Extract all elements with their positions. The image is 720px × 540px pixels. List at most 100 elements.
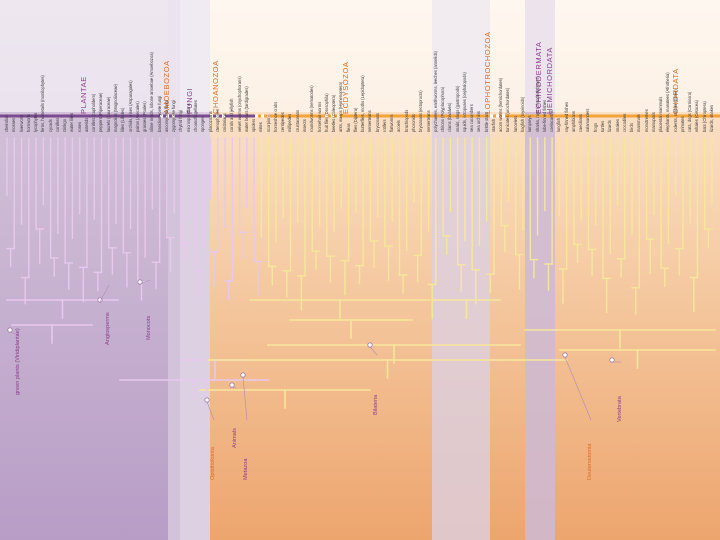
- taxon-label: sea cucumbers: [469, 104, 475, 132]
- taxon-label: turtles: [599, 120, 605, 132]
- taxon-label: basidiomycete fungi: [156, 95, 162, 132]
- taxon-label: butterflies, moths (Lepidoptera): [360, 75, 366, 132]
- taxon-label: conifers: [54, 117, 60, 132]
- taxon-label: grasses (Poales): [142, 101, 148, 132]
- taxon-label: chytrid fungi: [178, 109, 184, 132]
- clade-leader: [369, 346, 378, 356]
- taxon-label: salamanders: [585, 108, 591, 132]
- taxon-label: crustaceans: [294, 109, 300, 132]
- taxon-label: whales (Cetacea): [694, 100, 700, 132]
- group-label-lophotrochozoa: LOPHOTROCHOZOA: [483, 31, 492, 114]
- taxon-label: rotifers: [381, 119, 387, 132]
- taxon-label: mites: [258, 122, 264, 132]
- taxon-label: mosses: [11, 117, 17, 132]
- clade-label: Angiosperms: [105, 312, 111, 345]
- taxon-label: liverworts: [18, 114, 24, 132]
- taxon-label: snakes: [614, 119, 620, 132]
- clade-label: Opisthokonta: [210, 447, 216, 480]
- taxon-label: lycophytes: [33, 112, 39, 132]
- clade-leader: [99, 284, 110, 303]
- taxon-label: hagfish (myxinoids): [520, 96, 526, 132]
- taxon-label: marsupials: [650, 112, 656, 132]
- taxon-label: phoronids: [411, 114, 416, 132]
- taxon-label: lampreys: [527, 115, 533, 132]
- clade-leader: [139, 279, 151, 285]
- taxon-label: ctenophores: [214, 109, 220, 132]
- taxon-label: lizards, snakes: [709, 104, 714, 132]
- taxon-label: ferns, horsetails (monilophytes): [40, 75, 46, 132]
- taxon-label: beetles (Coleoptera): [331, 94, 337, 132]
- clade-leader: [242, 376, 248, 421]
- taxon-label: nemerteans: [425, 110, 431, 132]
- taxon-label: ray-finned fishes: [563, 101, 569, 132]
- taxon-label: flatworms: [389, 114, 395, 132]
- taxon-label: lobe-finned fishes: [541, 99, 547, 132]
- taxon-label: sea urchins: [476, 111, 482, 132]
- taxon-label: birds: [629, 123, 635, 132]
- taxon-label: cycads: [47, 119, 53, 132]
- clade-label: Bilateria: [373, 394, 379, 415]
- taxon-label: cnidarians: [222, 113, 228, 132]
- taxon-label: hornworts: [25, 114, 31, 132]
- taxon-label: snails, slugs (gastropods): [454, 85, 460, 132]
- clade-label: Deuterostomia: [587, 443, 593, 480]
- taxon-label: polychaetes, earthworms, leeches (anneli…: [432, 50, 438, 132]
- taxon-label: horsehair worms: [316, 101, 322, 132]
- taxon-label: starfish: [490, 118, 496, 132]
- taxon-label: crocodiles: [621, 113, 627, 132]
- taxon-label: microsporidians: [185, 103, 191, 132]
- taxon-label: frogs: [592, 122, 598, 132]
- taxon-label: horseshoe crabs: [272, 101, 278, 132]
- taxon-label: asterids: [83, 117, 89, 132]
- taxon-label: flies (Diptera): [352, 107, 358, 132]
- taxon-label: magnolias (Magnoliaceae): [113, 83, 119, 132]
- taxon-label: rodents, rabbits (Glires): [672, 89, 678, 132]
- taxon-label: ants, wasps (Hymenoptera): [338, 81, 344, 132]
- group-label-ecdysozoa: ECDYSOZOA: [341, 61, 350, 115]
- taxon-label: acoels: [396, 120, 402, 132]
- taxon-label: zygomycete fungi: [171, 100, 177, 132]
- taxon-label: spiders: [251, 118, 257, 132]
- clade-node: [562, 352, 568, 358]
- taxon-label: water bears (tardigrades): [243, 86, 249, 132]
- group-label-choanozoa: CHOANOZOA: [211, 60, 220, 114]
- taxon-label: orchids, irises (Asparagales): [127, 80, 133, 132]
- taxon-label: bryozoans: [374, 113, 380, 132]
- taxon-label: brittle stars: [483, 111, 489, 132]
- taxon-label: primates: [679, 116, 685, 132]
- taxon-label: slime molds, lobose amoebae (Amoebozoa): [149, 52, 155, 132]
- clade-node: [367, 342, 373, 348]
- taxon-label: lancelets: [512, 115, 518, 132]
- taxon-label: laurels (Lauraceae): [105, 96, 111, 132]
- clade-leader: [564, 356, 592, 421]
- taxon-label: centipedes: [280, 112, 286, 132]
- taxon-label: roundworms (nematodes): [309, 85, 315, 132]
- taxon-label: squids, octopuses (cephalopods): [461, 72, 467, 132]
- taxon-label: roses: [76, 121, 82, 132]
- group-label-hemichordata: HEMICHORDATA: [545, 47, 554, 114]
- taxon-label: ascomycete fungi: [163, 100, 169, 132]
- clade-leader: [206, 401, 215, 421]
- clade-node: [229, 382, 235, 388]
- clade-leader: [9, 331, 20, 336]
- taxon-label: corals and jellyfish: [229, 98, 235, 132]
- taxon-label: monotremes: [643, 109, 649, 132]
- taxon-label: choanoflagellates: [192, 100, 198, 132]
- taxon-label: palms (Arecales): [134, 101, 140, 132]
- clade-label: Vertebrata: [617, 396, 623, 422]
- taxon-label: acorn worms (hemichordates): [498, 77, 504, 132]
- white-band: [0, 0, 720, 112]
- taxon-label: fruit flies (Drosophila): [323, 93, 329, 132]
- taxon-label: bats (Chiroptera): [701, 101, 707, 132]
- taxon-label: water lilies: [69, 112, 75, 132]
- clade-leader: [231, 386, 237, 389]
- taxon-label: insects: [301, 119, 307, 132]
- taxon-label: sponges: [200, 116, 206, 132]
- taxon-label: clams (bivalves): [447, 102, 453, 132]
- taxon-label: Ginkgo: [62, 119, 68, 132]
- taxon-label: nemerteans: [367, 110, 373, 132]
- group-label-plantae: PLANTAE: [79, 76, 88, 114]
- taxon-label: amphibians: [570, 111, 576, 132]
- taxon-label: bryozoans (ectoprocts): [418, 90, 424, 132]
